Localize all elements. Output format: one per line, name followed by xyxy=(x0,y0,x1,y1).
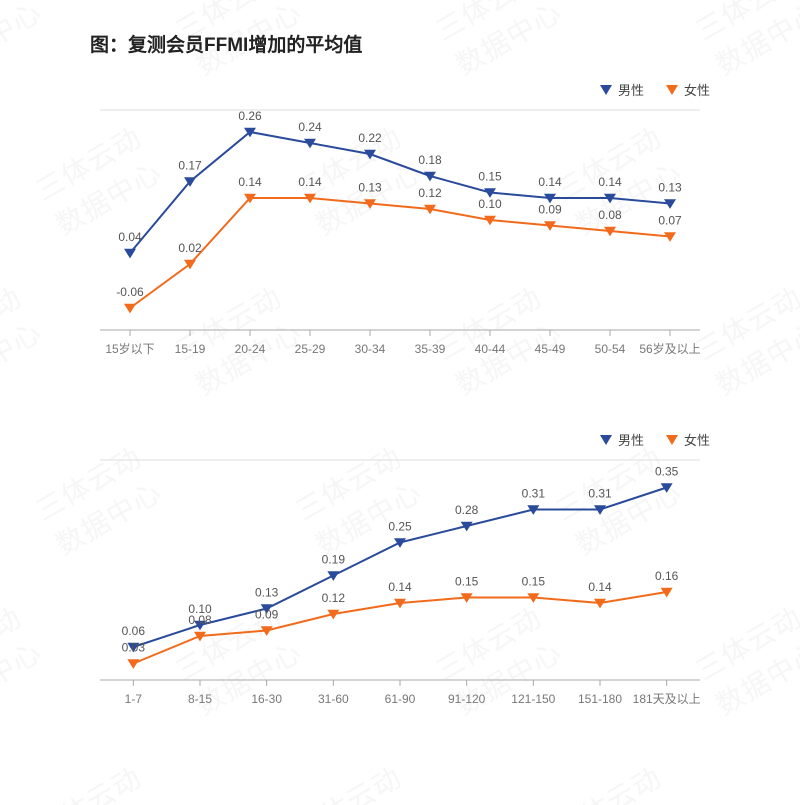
svg-text:35-39: 35-39 xyxy=(415,342,446,356)
svg-text:0.28: 0.28 xyxy=(455,503,479,517)
svg-text:1-7: 1-7 xyxy=(125,692,143,706)
svg-text:20-24: 20-24 xyxy=(235,342,266,356)
svg-text:0.03: 0.03 xyxy=(122,641,146,655)
svg-text:0.14: 0.14 xyxy=(598,175,622,189)
svg-text:0.35: 0.35 xyxy=(655,465,679,479)
svg-text:0.08: 0.08 xyxy=(598,208,622,222)
triangle-down-icon xyxy=(600,85,612,95)
svg-text:0.14: 0.14 xyxy=(388,580,412,594)
svg-text:50-54: 50-54 xyxy=(595,342,626,356)
content: 图：复测会员FFMI增加的平均值 男性 女性 15岁以下 15-19 20-24 25… xyxy=(0,0,800,805)
svg-text:151-180: 151-180 xyxy=(578,692,622,706)
svg-text:15-19: 15-19 xyxy=(175,342,206,356)
svg-text:0.17: 0.17 xyxy=(178,159,202,173)
svg-text:0.10: 0.10 xyxy=(478,197,502,211)
svg-text:0.24: 0.24 xyxy=(298,120,322,134)
svg-text:0.12: 0.12 xyxy=(322,591,346,605)
legend-female: 女性 xyxy=(666,80,710,99)
svg-text:0.14: 0.14 xyxy=(298,175,322,189)
svg-text:0.15: 0.15 xyxy=(478,170,502,184)
legend-female: 女性 xyxy=(666,430,710,449)
chart-2-svg: 1-7 8-15 16-30 31-60 61-90 91-120 121-150 151-1… xyxy=(90,430,710,720)
svg-text:0.09: 0.09 xyxy=(538,203,562,217)
svg-text:0.26: 0.26 xyxy=(238,109,262,123)
svg-text:0.06: 0.06 xyxy=(122,624,146,638)
chart-2-container: 男性 女性 1-7 8-15 16-30 31-60 61-90 91-120 121-15… xyxy=(90,430,710,720)
chart-1-svg: 15岁以下 15-19 20-24 25-29 30-34 35-39 40-44 45-49… xyxy=(90,80,710,370)
svg-text:0.08: 0.08 xyxy=(188,613,212,627)
svg-text:0.25: 0.25 xyxy=(388,520,412,534)
svg-text:30-34: 30-34 xyxy=(355,342,386,356)
legend-male-label: 男性 xyxy=(618,430,644,449)
svg-text:0.16: 0.16 xyxy=(655,569,679,583)
svg-text:0.18: 0.18 xyxy=(418,153,442,167)
svg-text:0.15: 0.15 xyxy=(522,575,546,589)
svg-text:25-29: 25-29 xyxy=(295,342,326,356)
chart-1-legend: 男性 女性 xyxy=(600,80,710,99)
svg-text:0.22: 0.22 xyxy=(358,131,382,145)
svg-text:56岁及以上: 56岁及以上 xyxy=(639,341,700,356)
svg-text:16-30: 16-30 xyxy=(251,692,282,706)
svg-text:0.12: 0.12 xyxy=(418,186,442,200)
chart-1-container: 男性 女性 15岁以下 15-19 20-24 25-29 30-34 35-39 40-4… xyxy=(90,80,710,370)
svg-text:0.09: 0.09 xyxy=(255,608,279,622)
svg-text:8-15: 8-15 xyxy=(188,692,212,706)
svg-text:121-150: 121-150 xyxy=(511,692,555,706)
svg-text:0.15: 0.15 xyxy=(455,575,479,589)
legend-male: 男性 xyxy=(600,430,644,449)
chart-2-legend: 男性 女性 xyxy=(600,430,710,449)
svg-text:61-90: 61-90 xyxy=(385,692,416,706)
svg-text:45-49: 45-49 xyxy=(535,342,566,356)
svg-text:0.13: 0.13 xyxy=(658,181,682,195)
svg-text:0.31: 0.31 xyxy=(522,487,546,501)
chart-title: 图：复测会员FFMI增加的平均值 xyxy=(90,30,362,57)
svg-text:0.14: 0.14 xyxy=(588,580,612,594)
svg-text:0.04: 0.04 xyxy=(118,230,142,244)
svg-text:0.02: 0.02 xyxy=(178,241,202,255)
svg-text:0.31: 0.31 xyxy=(588,487,612,501)
svg-text:0.14: 0.14 xyxy=(238,175,262,189)
legend-female-label: 女性 xyxy=(684,430,710,449)
svg-text:91-120: 91-120 xyxy=(448,692,486,706)
svg-text:15岁以下: 15岁以下 xyxy=(105,341,154,356)
svg-text:-0.06: -0.06 xyxy=(116,285,144,299)
triangle-down-icon xyxy=(600,435,612,445)
legend-female-label: 女性 xyxy=(684,80,710,99)
svg-text:0.13: 0.13 xyxy=(255,586,279,600)
svg-text:0.14: 0.14 xyxy=(538,175,562,189)
svg-text:40-44: 40-44 xyxy=(475,342,506,356)
legend-male-label: 男性 xyxy=(618,80,644,99)
svg-text:31-60: 31-60 xyxy=(318,692,349,706)
svg-text:0.19: 0.19 xyxy=(322,553,346,567)
svg-text:181天及以上: 181天及以上 xyxy=(633,692,701,706)
legend-male: 男性 xyxy=(600,80,644,99)
triangle-down-icon xyxy=(666,85,678,95)
triangle-down-icon xyxy=(666,435,678,445)
svg-text:0.13: 0.13 xyxy=(358,181,382,195)
svg-text:0.07: 0.07 xyxy=(658,214,682,228)
